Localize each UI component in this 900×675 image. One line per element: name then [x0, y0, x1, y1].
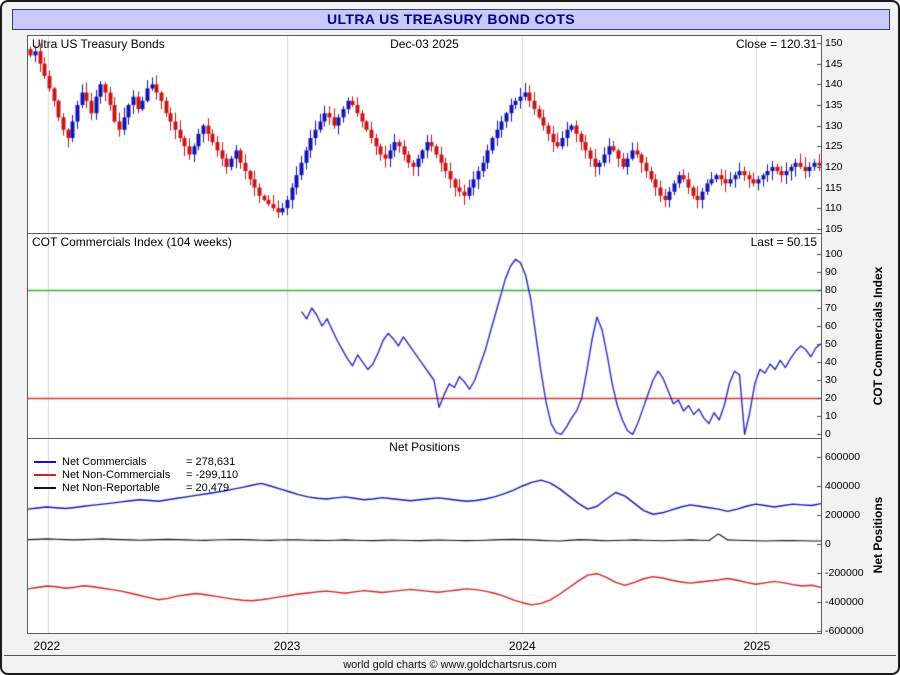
y-tick-label: 400000	[825, 479, 861, 492]
y-tick-label: 125	[825, 140, 843, 153]
legend-label: Net Commercials	[62, 455, 147, 468]
cot-index-canvas	[28, 234, 821, 438]
y-tick-label: 600000	[825, 450, 861, 463]
cot-last-label: Last = 50.15	[750, 235, 817, 249]
y-tick-label: -200000	[825, 566, 864, 579]
y-tick-label: 50	[825, 338, 837, 351]
y-tick-label: 0	[825, 537, 831, 550]
price-panel-label: Ultra US Treasury Bonds	[32, 37, 165, 51]
net-axis-title: Net Positions	[871, 496, 885, 574]
footer-divider	[4, 655, 896, 656]
y-tick-label: 70	[825, 302, 837, 315]
y-tick-label: 60	[825, 320, 837, 333]
x-year-label: 2022	[33, 639, 61, 653]
y-tick-label: 100	[825, 247, 843, 260]
legend-line-swatch	[34, 460, 56, 463]
cot-axis-title: COT Commercials Index	[871, 266, 885, 406]
y-tick-label: 115	[825, 181, 842, 194]
legend-label: Net Non-Commercials	[62, 468, 171, 481]
y-tick-label: 10	[825, 410, 837, 423]
y-tick-label: 140	[825, 78, 843, 91]
footer-credit: world gold charts © www.goldchartsrus.co…	[343, 659, 557, 671]
y-tick-label: 0	[825, 428, 831, 441]
y-tick-label: 105	[825, 222, 843, 235]
net-positions-canvas	[28, 439, 821, 633]
y-tick-label: 90	[825, 265, 837, 278]
legend-label: Net Non-Reportable	[62, 481, 160, 494]
cot-index-panel: COT Commercials Index (104 weeks) Last =…	[27, 233, 822, 439]
page-title: ULTRA US TREASURY BOND COTS	[12, 9, 890, 30]
y-tick-label: 80	[825, 283, 837, 296]
y-tick-label: 40	[825, 356, 837, 369]
legend-line-swatch	[34, 486, 56, 489]
legend-value: = -299,110	[186, 468, 239, 481]
legend-value: = 278,631	[186, 455, 236, 468]
y-tick-label: 145	[825, 57, 843, 70]
x-year-label: 2025	[743, 639, 771, 653]
y-tick-label: 110	[825, 202, 842, 215]
y-tick-label: 135	[825, 98, 843, 111]
y-tick-label: 20	[825, 392, 837, 405]
y-tick-label: 200000	[825, 508, 861, 521]
net-panel-title: Net Positions	[389, 440, 460, 454]
net-legend: Net Commercials = 278,631 Net Non-Commerci…	[34, 455, 238, 494]
legend-line-swatch	[34, 473, 56, 476]
y-tick-label: -600000	[825, 624, 864, 637]
price-panel: Ultra US Treasury Bonds Dec-03 2025 Clos…	[27, 35, 822, 234]
y-tick-label: -400000	[825, 595, 864, 608]
y-tick-label: 30	[825, 374, 837, 387]
legend-item: Net Non-Reportable = 20,479	[34, 481, 238, 494]
net-positions-panel: Net Positions Net Commercials = 278,631 Ne…	[27, 438, 822, 634]
legend-item: Net Commercials = 278,631	[34, 455, 238, 468]
price-date-label: Dec-03 2025	[390, 37, 459, 51]
x-year-label: 2023	[273, 639, 301, 653]
cot-panel-label: COT Commercials Index (104 weeks)	[32, 235, 232, 249]
price-chart-canvas	[28, 36, 821, 233]
legend-value: = 20,479	[186, 481, 230, 494]
y-tick-label: 130	[825, 119, 843, 132]
legend-item: Net Non-Commercials = -299,110	[34, 468, 238, 481]
x-year-label: 2024	[508, 639, 536, 653]
price-close-label: Close = 120.31	[735, 37, 817, 51]
y-tick-label: 120	[825, 160, 843, 173]
y-tick-label: 150	[825, 37, 843, 50]
